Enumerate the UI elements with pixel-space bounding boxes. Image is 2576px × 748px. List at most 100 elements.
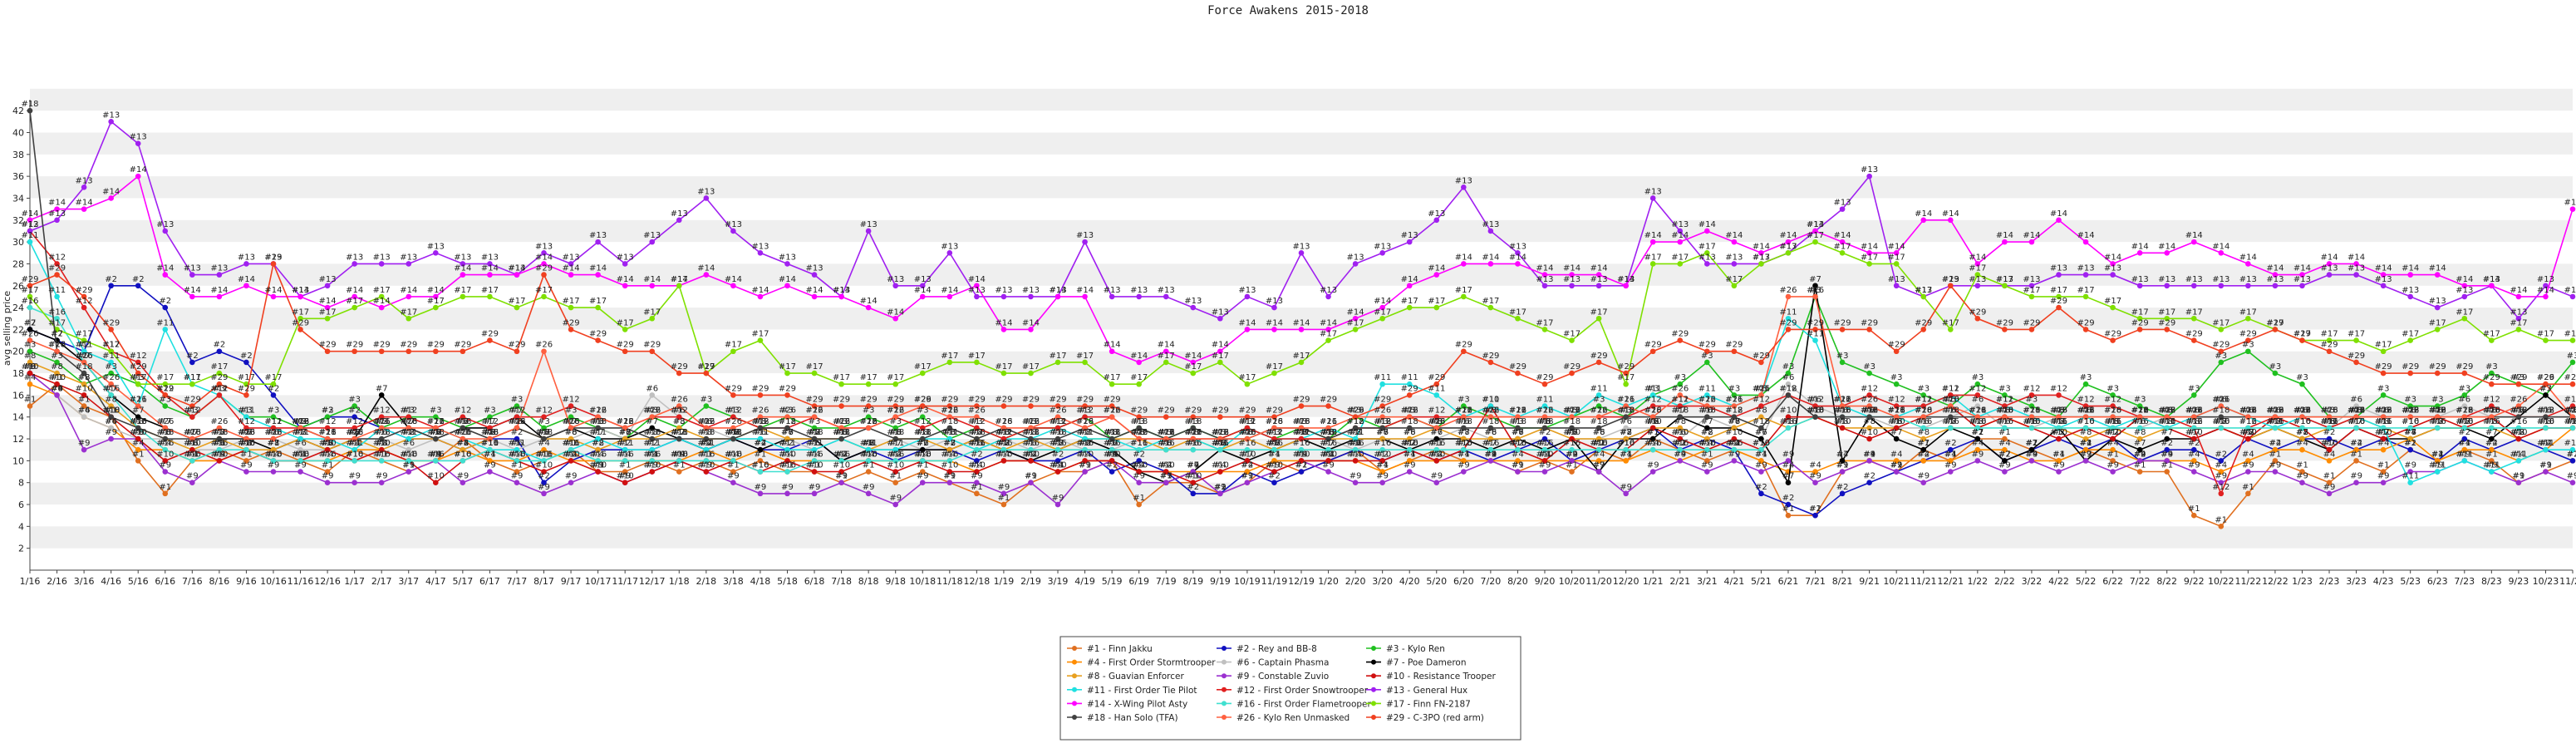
point-label: #3 [2458, 384, 2470, 393]
legend-entry: #8 - Guavian Enforcer [1087, 672, 1184, 682]
point-label: #17 [2510, 318, 2527, 327]
point-label: #4 [2080, 439, 2092, 448]
data-point [730, 228, 736, 234]
data-point [1974, 403, 1981, 409]
data-point [135, 436, 141, 442]
x-tick-label: 1/20 [1318, 576, 1339, 587]
point-label: #4 [1917, 450, 1930, 459]
data-point [1406, 392, 1413, 398]
point-label: #16 [1590, 439, 1608, 448]
point-label: #4 [2431, 450, 2444, 459]
data-point [1758, 261, 1764, 267]
point-label: #9 [1782, 450, 1795, 459]
point-label: #29 [1590, 352, 1608, 361]
data-point [1785, 381, 1792, 387]
data-point [784, 469, 790, 475]
y-tick-label: 14 [12, 412, 24, 423]
data-point [2515, 436, 2522, 442]
data-point [1515, 446, 1521, 453]
point-label: #13 [1671, 220, 1689, 229]
point-label: #3 [2350, 406, 2362, 416]
point-label: #26 [643, 406, 661, 416]
data-point [1595, 272, 1602, 278]
point-label: #26 [1266, 417, 1283, 426]
point-label: #9 [565, 472, 578, 481]
point-label: #14 [1238, 318, 1256, 327]
data-point [1595, 392, 1602, 398]
data-point [2245, 414, 2251, 421]
data-point [1163, 348, 1169, 355]
data-point [1677, 228, 1684, 234]
point-label: #2 [1890, 461, 1903, 470]
point-label: #2 [781, 439, 794, 448]
data-point [1136, 293, 1142, 300]
data-point [757, 293, 764, 300]
data-point [865, 381, 872, 387]
point-label: #26 [1482, 406, 1499, 416]
point-label: #13 [2375, 275, 2392, 284]
point-label: #7 [1782, 472, 1795, 481]
point-label: #29 [2564, 373, 2576, 382]
data-point [974, 490, 980, 497]
data-point [1487, 414, 1494, 421]
point-label: #2 [619, 439, 632, 448]
point-label: #29 [2239, 330, 2257, 339]
data-point [1649, 261, 1656, 267]
x-tick-label: 2/18 [696, 576, 716, 587]
point-label: #9 [268, 461, 280, 470]
point-label: #29 [1807, 318, 1824, 327]
data-point [1054, 436, 1061, 442]
x-tick-label: 3/20 [1372, 576, 1393, 587]
point-label: #14 [2185, 231, 2203, 240]
point-label: #8 [943, 439, 956, 448]
legend-entry: #2 - Rey and BB-8 [1236, 644, 1317, 654]
data-point [2407, 414, 2413, 421]
point-label: #26 [1292, 417, 1310, 426]
point-label: #14 [130, 165, 147, 175]
data-point [2515, 425, 2522, 431]
point-label: #12 [2050, 384, 2067, 393]
data-point [243, 458, 249, 464]
point-label: #1 [917, 461, 929, 470]
point-label: #3 [943, 428, 956, 437]
data-point [297, 315, 303, 322]
point-label: #16 [508, 450, 525, 459]
point-label: #2 [917, 439, 929, 448]
point-label: #9 [727, 472, 740, 481]
point-label: #4 [24, 373, 37, 382]
point-label: #14 [2456, 275, 2473, 284]
point-label: #16 [2293, 417, 2311, 426]
point-label: #10 [130, 428, 147, 437]
data-point [2082, 293, 2089, 300]
point-label: #14 [1861, 242, 1878, 251]
data-point [1515, 425, 1521, 431]
point-label: #9 [1241, 472, 1254, 481]
data-point [2543, 293, 2549, 300]
point-label: #3 [565, 406, 578, 416]
point-label: #2 [1701, 428, 1713, 437]
data-point [541, 348, 547, 355]
data-point [2407, 403, 2413, 409]
point-label: #11 [1401, 373, 1418, 382]
point-label: #11 [238, 406, 255, 416]
x-tick-label: 7/16 [182, 576, 203, 587]
x-tick-label: 5/19 [1102, 576, 1123, 587]
data-point [2380, 392, 2387, 398]
point-label: #17 [346, 297, 363, 306]
data-point [135, 140, 141, 146]
data-point [1649, 446, 1656, 453]
point-label: #14 [373, 297, 391, 306]
point-label: #2 [2539, 439, 2552, 448]
data-point [1758, 249, 1764, 256]
point-label: #3 [1025, 417, 1037, 426]
point-label: #2 [998, 439, 1010, 448]
data-point [2326, 425, 2333, 431]
data-point [1947, 217, 1954, 224]
data-point [974, 480, 980, 485]
point-label: #1 [1674, 439, 1686, 448]
data-point [351, 414, 357, 421]
data-point [1433, 480, 1440, 485]
data-point [1677, 337, 1684, 343]
point-label: #9 [294, 461, 307, 470]
point-label: #26 [400, 417, 417, 426]
